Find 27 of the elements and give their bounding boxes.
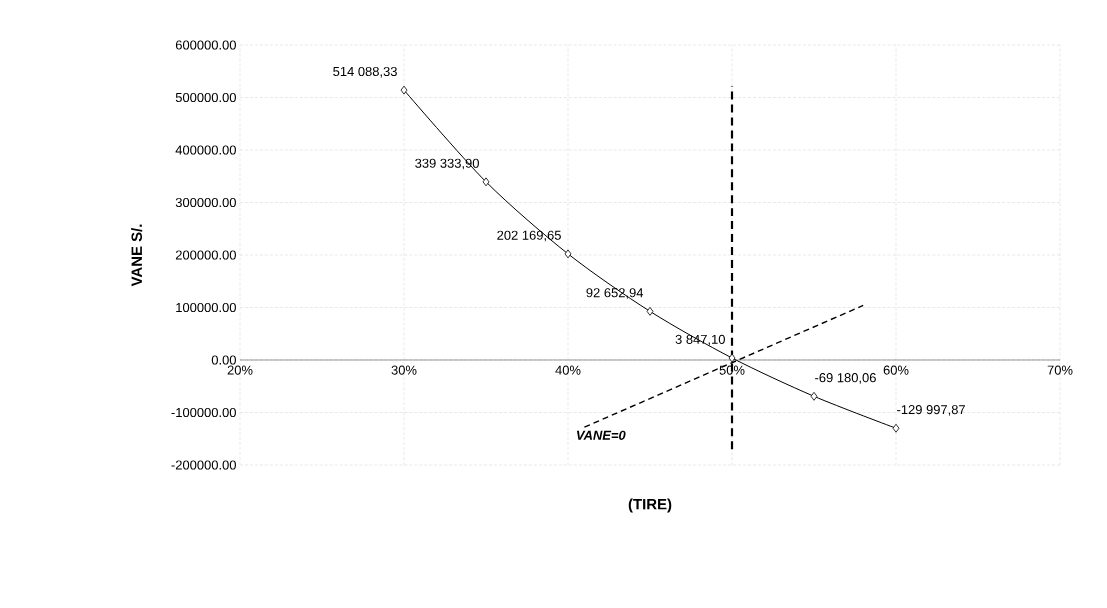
point	[646, 306, 654, 316]
point	[482, 177, 490, 187]
x-tick-label: 70%	[1047, 365, 1073, 375]
x-tick-label: 40%	[555, 365, 581, 375]
point	[728, 353, 736, 363]
y-tick-label: -100000.00	[171, 407, 236, 418]
y-tick-label: 300000.00	[175, 197, 236, 208]
point	[810, 391, 818, 401]
y-tick-label: 200000.00	[175, 250, 236, 260]
y-tick-label: 500000.00	[175, 92, 236, 103]
y-tick-label: 100000.00	[176, 302, 236, 313]
point	[400, 85, 408, 95]
y-axis-title: VANE S/.	[131, 224, 143, 287]
y-tick-label: 0.00	[211, 355, 236, 365]
point	[892, 423, 900, 433]
data-label: -69 180,06	[815, 373, 876, 384]
y-tick-label: -200000.00	[171, 460, 236, 470]
data-label: 514 088,33	[333, 66, 397, 78]
data-label: -129 997,87	[897, 405, 965, 416]
y-tick-label: 400000.00	[175, 145, 236, 155]
annotation: VANE=0	[576, 430, 626, 440]
y-tick-label: 600000.00	[175, 40, 236, 50]
x-tick-label: 60%	[883, 365, 909, 375]
x-tick-label: 20%	[227, 365, 253, 375]
x-tick-label: 30%	[391, 365, 417, 375]
point	[564, 249, 572, 259]
x-axis-title: (TIRE)	[628, 498, 672, 513]
